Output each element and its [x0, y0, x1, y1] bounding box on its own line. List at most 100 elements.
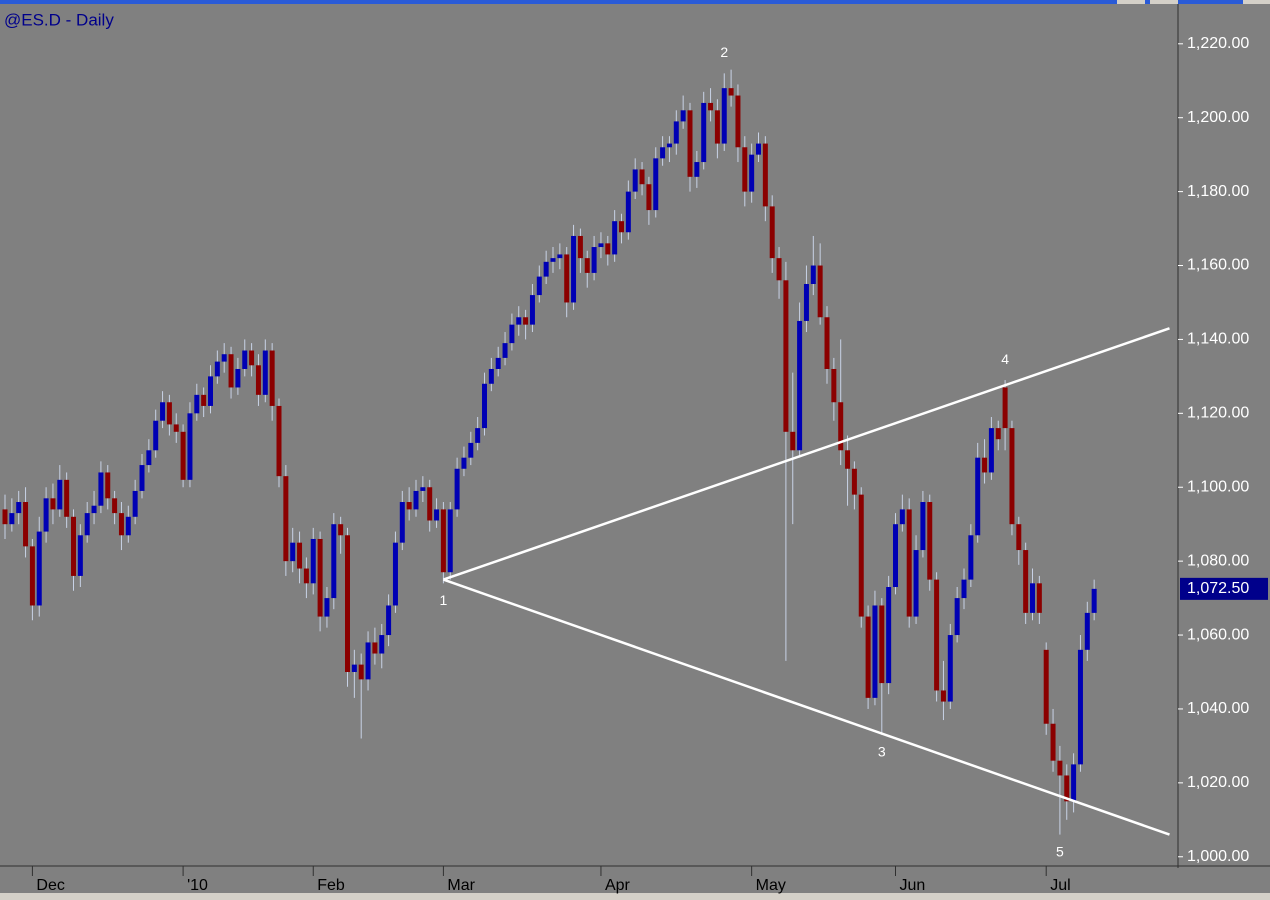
candle-body [208, 376, 213, 406]
candle-body [557, 254, 563, 259]
candle-body [934, 579, 940, 691]
candle-body [824, 317, 830, 369]
candle-body [386, 605, 392, 636]
scrollbar[interactable] [0, 893, 1270, 900]
candle-body [173, 424, 179, 432]
candle-body [71, 516, 76, 576]
window-button[interactable] [1150, 0, 1178, 4]
candle-body [132, 490, 138, 517]
candle-body [392, 542, 398, 606]
candle-body [338, 524, 344, 536]
candle-body [742, 147, 748, 192]
candle-body [447, 509, 453, 573]
candle-body [413, 490, 419, 510]
candle-body [920, 502, 926, 551]
candle-body [324, 598, 330, 617]
candle-body [899, 509, 905, 525]
candle-body [64, 479, 70, 517]
last-price-box [1180, 577, 1268, 600]
candle-body [146, 450, 152, 466]
candle-body [1077, 649, 1083, 765]
candle-body [23, 502, 29, 547]
candle-body [687, 110, 693, 177]
candle-body [838, 402, 844, 451]
candle-body [1057, 760, 1063, 776]
candle-body [358, 664, 364, 680]
candle-body [865, 616, 871, 698]
y-tick-label: 1,020.00 [1187, 774, 1249, 791]
window-button[interactable] [1243, 0, 1270, 4]
candle-body [187, 413, 193, 480]
candle-body [714, 110, 720, 144]
candle-body [646, 184, 652, 211]
candle-body [194, 394, 200, 414]
candle-body [406, 502, 412, 510]
candle-body [461, 457, 467, 469]
candle-body [584, 258, 590, 273]
wave-label: 5 [1056, 843, 1064, 859]
candle-body [571, 235, 577, 303]
wave-label: 3 [878, 744, 886, 760]
candle-body [769, 206, 775, 259]
candle-body [968, 535, 974, 580]
candle-body [845, 450, 851, 469]
candle-body [228, 354, 234, 388]
candle-body [118, 513, 124, 536]
candle-body [988, 428, 994, 473]
candle-body [434, 509, 440, 521]
candle-body [721, 88, 727, 144]
candle-body [139, 465, 145, 491]
candle-body [906, 509, 912, 617]
candle-body [879, 605, 885, 684]
candle-body [269, 350, 275, 406]
y-tick-label: 1,220.00 [1187, 35, 1249, 52]
window-button[interactable] [1117, 0, 1145, 4]
y-tick-label: 1,160.00 [1187, 257, 1249, 274]
candle-body [762, 143, 768, 207]
candle-body [961, 579, 967, 599]
candle-body [529, 295, 535, 325]
candle-body [673, 121, 679, 144]
candle-body [749, 154, 755, 192]
candle-body [940, 690, 946, 702]
candle-body [735, 95, 741, 148]
candle-body [112, 498, 118, 514]
candle-body [701, 102, 707, 163]
candle-body [564, 254, 570, 303]
y-tick-label: 1,000.00 [1187, 848, 1249, 865]
candle-body [653, 158, 659, 211]
candle-body [276, 405, 282, 477]
candle-body [1050, 723, 1056, 761]
x-tick-label: '10 [187, 877, 208, 894]
candle-body [858, 494, 864, 617]
wave-label: 4 [1001, 351, 1009, 367]
candle-body [297, 542, 303, 569]
candle-body [625, 191, 631, 233]
y-tick-label: 1,080.00 [1187, 552, 1249, 569]
candle-body [591, 247, 597, 273]
candle-body [577, 235, 583, 259]
candle-body [598, 243, 604, 248]
candle-body [16, 502, 22, 514]
candle-body [783, 280, 789, 432]
candle-body [913, 550, 919, 617]
candle-body [680, 110, 686, 122]
candle-body [1064, 775, 1070, 802]
candle-body [1016, 524, 1022, 551]
window-title-strip [0, 0, 1270, 4]
candle-body [249, 350, 255, 366]
candle-body [166, 402, 172, 425]
candle-body [893, 524, 898, 588]
candle-body [872, 605, 878, 698]
candle-body [756, 143, 761, 155]
candle-body [290, 542, 296, 562]
candle-body [790, 431, 796, 451]
candle-body [105, 472, 111, 499]
x-tick-label: Jun [900, 877, 926, 894]
candle-body [1091, 588, 1097, 613]
candle-body [379, 635, 385, 654]
candle-body [160, 402, 166, 421]
candle-body [1030, 583, 1035, 613]
trendline [442, 327, 1170, 581]
